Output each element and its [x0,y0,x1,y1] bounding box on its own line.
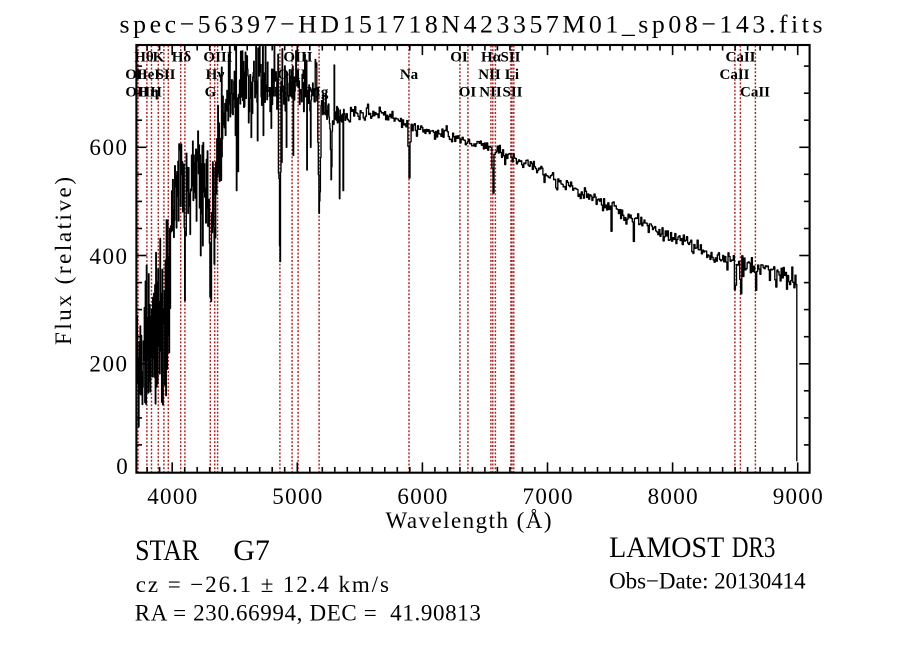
svg-text:K: K [153,50,165,66]
svg-text:600: 600 [89,135,127,160]
svg-text:cz = −26.1 ± 12.4 km/s: cz = −26.1 ± 12.4 km/s [136,572,389,597]
svg-text:STAR: STAR [135,533,200,566]
svg-text:Na: Na [400,67,419,83]
svg-text:SII: SII [155,67,175,83]
svg-text:OIII: OIII [203,50,232,66]
svg-text:Flux (relative): Flux (relative) [51,177,76,345]
svg-text:HeI: HeI [136,67,160,83]
svg-text:spec−56397−HD151718N423357M01_: spec−56397−HD151718N423357M01_sp08−143.f… [120,9,823,38]
svg-text:Wavelength (Å): Wavelength (Å) [386,508,552,533]
svg-text:7000: 7000 [523,484,573,509]
svg-text:6000: 6000 [397,484,447,509]
svg-text:RA = 230.66994, DEC = 41.9081: RA = 230.66994, DEC = 41.90813 [135,600,481,625]
svg-text:G: G [205,84,217,100]
svg-text:Hγ: Hγ [206,67,225,83]
svg-text:CaII: CaII [740,84,770,100]
svg-text:OIII: OIII [283,50,312,66]
svg-text:OI: OI [450,50,468,66]
svg-text:CaII: CaII [719,67,749,83]
svg-text:OI: OI [125,67,143,83]
svg-text:NII: NII [478,67,501,83]
svg-text:CaII: CaII [725,50,755,66]
svg-text:OII: OII [125,84,149,100]
svg-text:SII: SII [500,50,520,66]
svg-text:H: H [150,84,162,100]
svg-text:Hη: Hη [138,84,158,100]
svg-text:Hθ: Hθ [134,50,154,66]
svg-text:400: 400 [89,244,127,269]
svg-text:9000: 9000 [773,484,823,509]
svg-text:OI: OI [459,84,477,100]
svg-text:0: 0 [116,454,128,479]
svg-text:8000: 8000 [648,484,698,509]
svg-text:LAMOST: LAMOST [609,532,724,565]
svg-text:200: 200 [89,351,127,376]
svg-text:DR3: DR3 [732,530,775,564]
svg-text:G7: G7 [233,534,270,567]
svg-text:Obs−Date: 20130414: Obs−Date: 20130414 [609,569,806,594]
svg-text:SII: SII [502,84,522,100]
svg-text:Hα: Hα [481,50,502,66]
svg-text:4000: 4000 [147,484,197,509]
svg-text:NII: NII [479,84,502,100]
svg-text:Hδ: Hδ [172,50,192,66]
svg-text:Li: Li [505,67,519,83]
svg-text:5000: 5000 [272,484,322,509]
